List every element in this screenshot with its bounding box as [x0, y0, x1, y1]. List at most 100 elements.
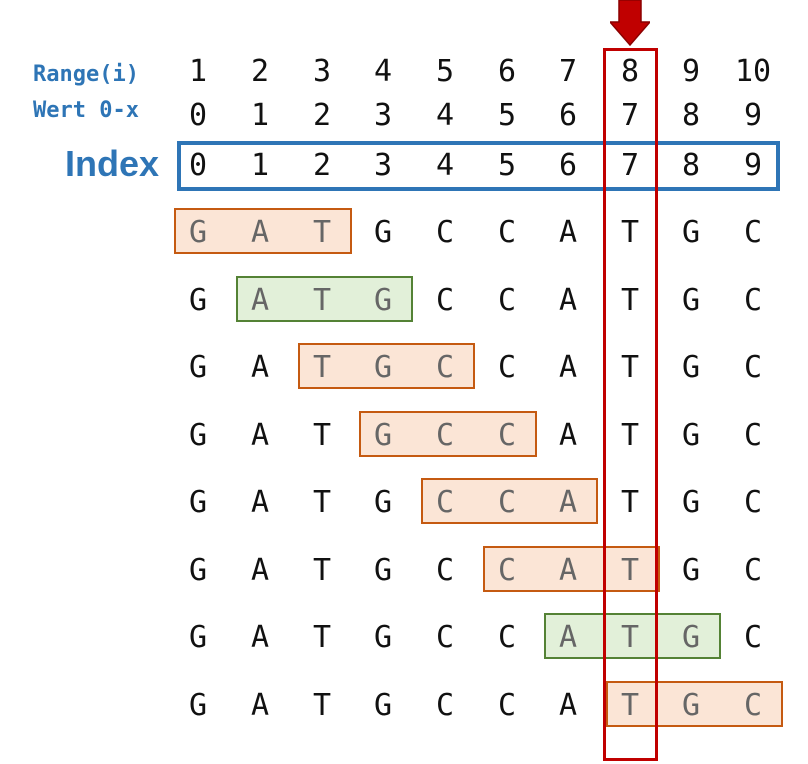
codon-window [174, 208, 352, 254]
nucleotide: T [312, 552, 332, 588]
nucleotide: C [743, 485, 763, 520]
range-value: 6 [497, 54, 517, 89]
nucleotide: A [250, 552, 270, 588]
nucleotide: T [620, 215, 640, 250]
nucleotide: A [250, 417, 270, 453]
wert-value: 3 [373, 98, 393, 133]
nucleotide: G [681, 350, 701, 385]
wert-value: 0 [188, 98, 208, 133]
wert-value: 7 [620, 98, 640, 133]
nucleotide: C [497, 350, 517, 385]
wert-value: 8 [681, 98, 701, 133]
nucleotide: G [373, 282, 393, 318]
nucleotide: G [188, 350, 208, 385]
nucleotide: C [497, 620, 517, 655]
nucleotide: T [620, 552, 640, 588]
nucleotide: C [435, 620, 455, 655]
nucleotide: T [312, 215, 332, 250]
nucleotide: C [497, 417, 517, 453]
range-value: 4 [373, 54, 393, 89]
index-value: 1 [250, 148, 270, 183]
range-value: 1 [188, 54, 208, 89]
nucleotide: T [620, 350, 640, 385]
nucleotide: G [188, 620, 208, 655]
nucleotide: G [188, 282, 208, 318]
nucleotide: G [681, 620, 701, 655]
range-value: 5 [435, 54, 455, 89]
nucleotide: G [373, 485, 393, 520]
nucleotide: A [558, 350, 578, 385]
nucleotide: A [558, 620, 578, 655]
nucleotide: G [188, 485, 208, 520]
range-value: 3 [312, 54, 332, 89]
codon-window [606, 680, 783, 727]
nucleotide: C [743, 417, 763, 453]
nucleotide: A [558, 687, 578, 723]
nucleotide: T [620, 620, 640, 655]
codon-window [298, 343, 475, 389]
nucleotide: T [620, 485, 640, 520]
nucleotide: T [312, 620, 332, 655]
nucleotide: C [435, 215, 455, 250]
nucleotide: T [312, 687, 332, 723]
wert-value: 2 [312, 98, 332, 133]
nucleotide: A [250, 620, 270, 655]
nucleotide: A [250, 215, 270, 250]
nucleotide: C [743, 620, 763, 655]
range-value: 9 [681, 54, 701, 89]
wert-value: 9 [743, 98, 763, 133]
nucleotide: C [497, 282, 517, 318]
index-value: 3 [373, 148, 393, 183]
wert-value: 4 [435, 98, 455, 133]
index-value: 8 [681, 148, 701, 183]
nucleotide: C [435, 552, 455, 588]
index-label: Index [65, 143, 160, 184]
index-row-box [177, 141, 780, 191]
nucleotide: A [558, 552, 578, 588]
codon-window [483, 545, 660, 592]
codon-window [236, 275, 413, 322]
nucleotide: C [435, 485, 455, 520]
nucleotide: G [188, 215, 208, 250]
nucleotide: G [373, 417, 393, 453]
nucleotide: G [188, 687, 208, 723]
highlight-column [603, 48, 658, 761]
nucleotide: A [250, 282, 270, 318]
wert-value: 5 [497, 98, 517, 133]
nucleotide: C [497, 687, 517, 723]
range-value: 7 [558, 54, 578, 89]
nucleotide: C [743, 350, 763, 385]
nucleotide: T [620, 282, 640, 318]
nucleotide: C [743, 215, 763, 250]
nucleotide: T [620, 417, 640, 453]
index-value: 2 [312, 148, 332, 183]
nucleotide: G [681, 552, 701, 588]
nucleotide: C [743, 687, 763, 723]
range-value: 2 [250, 54, 270, 89]
nucleotide: A [558, 485, 578, 520]
index-value: 4 [435, 148, 455, 183]
nucleotide: T [312, 282, 332, 318]
nucleotide: C [497, 552, 517, 588]
nucleotide: C [435, 417, 455, 453]
nucleotide: C [435, 687, 455, 723]
nucleotide: A [558, 215, 578, 250]
nucleotide: C [497, 485, 517, 520]
nucleotide: G [681, 215, 701, 250]
range-value: 8 [620, 54, 640, 89]
nucleotide: A [250, 485, 270, 520]
nucleotide: A [558, 282, 578, 318]
nucleotide: G [373, 552, 393, 588]
codon-window [359, 410, 537, 457]
codon-window [544, 613, 721, 659]
nucleotide: T [620, 687, 640, 723]
codon-window [421, 478, 598, 524]
range-label: Range(i) [33, 62, 139, 87]
nucleotide: G [188, 417, 208, 453]
nucleotide: G [681, 485, 701, 520]
index-value: 9 [743, 148, 763, 183]
nucleotide: G [373, 620, 393, 655]
wert-value: 1 [250, 98, 270, 133]
nucleotide: T [312, 417, 332, 453]
